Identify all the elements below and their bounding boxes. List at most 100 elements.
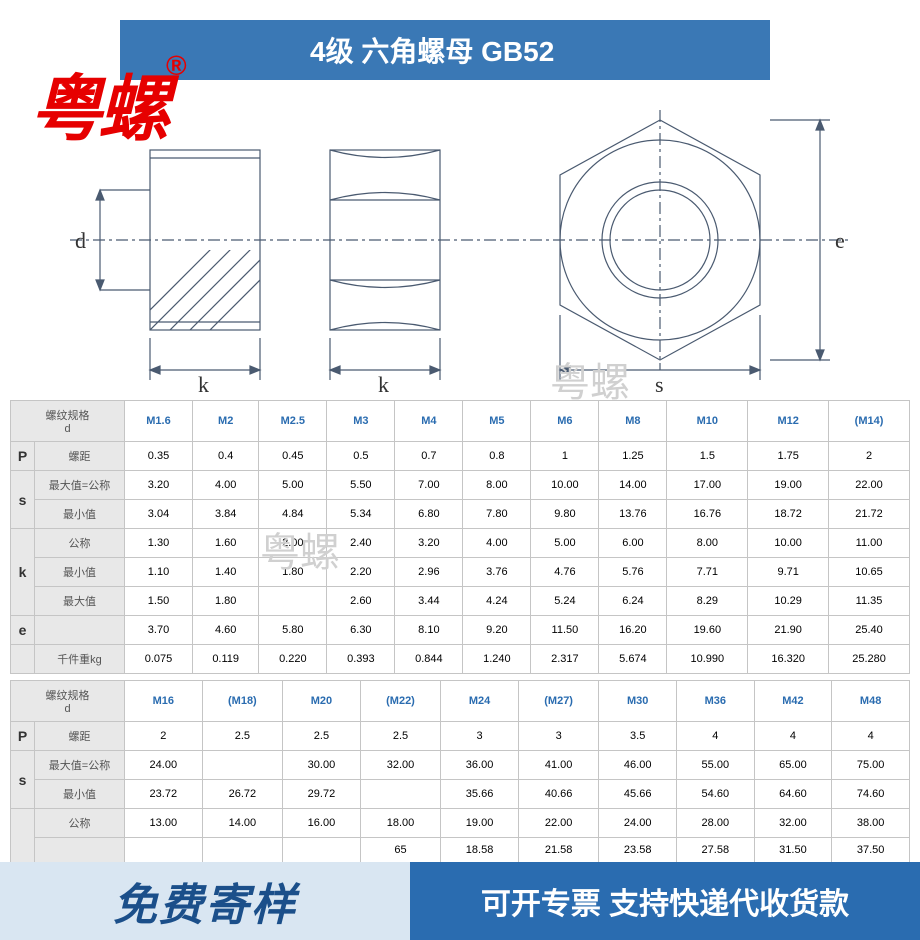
row-label: 最小值 (35, 558, 125, 587)
data-cell: 3 (518, 722, 599, 751)
data-cell: 4.24 (463, 587, 531, 616)
data-cell: 4 (832, 722, 910, 751)
row-label: 公称 (35, 809, 125, 838)
dim-e-label: e (835, 228, 845, 253)
data-cell: 45.66 (599, 780, 677, 809)
data-cell: 18.58 (441, 838, 519, 863)
size-header: M20 (283, 681, 361, 722)
data-cell: 3.76 (463, 558, 531, 587)
data-cell: 14.00 (599, 471, 667, 500)
data-cell: 26.72 (202, 780, 283, 809)
data-cell: 21.58 (518, 838, 599, 863)
data-cell: 6.30 (327, 616, 395, 645)
data-cell: 32.00 (754, 809, 832, 838)
row-group-label: k (11, 529, 35, 616)
brand-watermark: 粤螺® (30, 50, 183, 155)
size-header: M3 (327, 401, 395, 442)
row-label: 最大值=公称 (35, 751, 125, 780)
footer-banner: 免费寄样 可开专票 支持快递代收货款 (0, 862, 920, 940)
data-cell (259, 587, 327, 616)
data-cell: 9.20 (463, 616, 531, 645)
data-cell: 3.20 (125, 471, 193, 500)
data-cell: 17.00 (667, 471, 748, 500)
data-cell: 13.76 (599, 500, 667, 529)
data-cell: 7.00 (395, 471, 463, 500)
data-cell: 3 (441, 722, 519, 751)
data-cell: 75.00 (832, 751, 910, 780)
data-cell: 4.60 (193, 616, 259, 645)
data-cell: 19.00 (441, 809, 519, 838)
size-header: M1.6 (125, 401, 193, 442)
data-cell: 4.00 (463, 529, 531, 558)
data-cell: 2.60 (327, 587, 395, 616)
data-cell: 2.317 (531, 645, 599, 674)
row-group-label: s (11, 471, 35, 529)
size-header: M8 (599, 401, 667, 442)
size-header: M48 (832, 681, 910, 722)
data-cell: 7.80 (463, 500, 531, 529)
data-cell: 1.60 (193, 529, 259, 558)
data-cell: 8.00 (463, 471, 531, 500)
data-cell: 5.80 (259, 616, 327, 645)
size-header: M6 (531, 401, 599, 442)
data-cell: 2 (829, 442, 910, 471)
data-cell: 0.119 (193, 645, 259, 674)
row-label: 公称 (35, 529, 125, 558)
data-cell: 5.50 (327, 471, 395, 500)
size-header: (M18) (202, 681, 283, 722)
page-title: 4级 六角螺母 GB52 (120, 20, 770, 80)
data-cell: 8.29 (667, 587, 748, 616)
data-cell (202, 838, 283, 863)
data-cell: 8.00 (667, 529, 748, 558)
data-cell: 2 (125, 722, 203, 751)
data-cell: 27.58 (677, 838, 755, 863)
data-cell: 5.00 (259, 471, 327, 500)
size-header: M5 (463, 401, 531, 442)
data-cell: 32.00 (360, 751, 441, 780)
data-cell: 1.80 (259, 558, 327, 587)
data-cell: 2.5 (283, 722, 361, 751)
data-cell: 0.844 (395, 645, 463, 674)
data-cell: 2.40 (327, 529, 395, 558)
row-label: 最大值=公称 (35, 471, 125, 500)
data-cell: 3.84 (193, 500, 259, 529)
data-cell: 5.76 (599, 558, 667, 587)
footer-left-text: 免费寄样 (0, 862, 410, 940)
data-cell: 1.10 (125, 558, 193, 587)
data-cell: 11.00 (829, 529, 910, 558)
data-cell: 4.76 (531, 558, 599, 587)
dim-d-label: d (75, 228, 86, 253)
data-cell: 10.990 (667, 645, 748, 674)
data-cell: 18.72 (748, 500, 829, 529)
size-header: M2 (193, 401, 259, 442)
data-cell: 64.60 (754, 780, 832, 809)
spec-table-1: 螺纹规格 dM1.6M2M2.5M3M4M5M6M8M10M12(M14)P螺距… (10, 400, 910, 674)
header-label: 螺纹规格 d (11, 401, 125, 442)
data-cell: 29.72 (283, 780, 361, 809)
data-cell: 5.00 (531, 529, 599, 558)
size-header: (M14) (829, 401, 910, 442)
data-cell: 6.80 (395, 500, 463, 529)
row-label: 螺距 (35, 722, 125, 751)
data-cell: 24.00 (125, 751, 203, 780)
data-cell: 19.60 (667, 616, 748, 645)
data-cell: 4.84 (259, 500, 327, 529)
data-cell: 1 (531, 442, 599, 471)
data-cell: 37.50 (832, 838, 910, 863)
row-label: 最大值 (35, 587, 125, 616)
row-label: 最小值 (35, 780, 125, 809)
data-cell: 10.00 (748, 529, 829, 558)
size-header: M36 (677, 681, 755, 722)
data-cell: 5.674 (599, 645, 667, 674)
data-cell: 40.66 (518, 780, 599, 809)
data-cell: 16.00 (283, 809, 361, 838)
size-header: M30 (599, 681, 677, 722)
data-cell: 0.5 (327, 442, 395, 471)
size-header: M42 (754, 681, 832, 722)
data-cell: 2.96 (395, 558, 463, 587)
dim-s-label: s (655, 372, 664, 397)
data-cell: 2.5 (202, 722, 283, 751)
data-cell: 16.320 (748, 645, 829, 674)
data-cell: 1.75 (748, 442, 829, 471)
data-cell (283, 838, 361, 863)
